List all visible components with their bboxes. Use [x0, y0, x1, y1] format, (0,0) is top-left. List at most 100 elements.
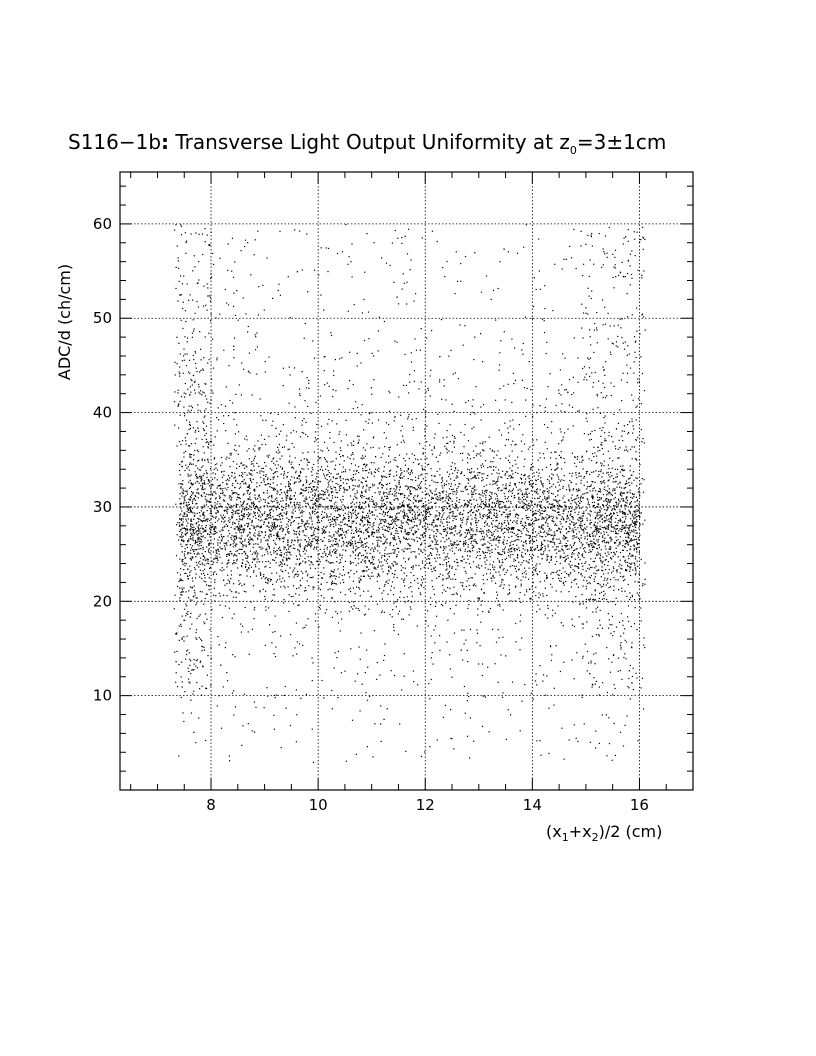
data-point — [372, 446, 374, 448]
data-point — [342, 519, 344, 521]
data-point — [455, 592, 457, 594]
data-point — [375, 509, 377, 511]
data-point — [200, 485, 202, 487]
data-point — [634, 511, 636, 513]
data-point — [556, 516, 558, 518]
data-point — [388, 423, 390, 426]
data-point — [412, 526, 414, 528]
data-point — [588, 504, 590, 506]
data-point — [598, 539, 600, 541]
data-point — [425, 504, 428, 506]
data-point — [630, 474, 632, 476]
data-point — [470, 577, 472, 579]
data-point — [485, 556, 487, 559]
data-point — [289, 488, 291, 490]
data-point — [235, 532, 237, 534]
data-point — [274, 464, 276, 466]
data-point — [201, 466, 203, 468]
data-point — [343, 581, 345, 584]
data-point — [398, 454, 401, 456]
data-point — [241, 566, 243, 568]
data-point — [561, 468, 563, 470]
data-point — [347, 456, 349, 458]
data-point — [231, 517, 233, 519]
data-point — [629, 568, 631, 570]
data-point — [231, 591, 233, 593]
data-point — [495, 493, 498, 495]
data-point — [350, 543, 352, 545]
data-point — [572, 535, 574, 537]
data-point — [547, 525, 549, 527]
data-point — [636, 543, 639, 546]
data-point — [287, 539, 289, 541]
data-point — [256, 525, 258, 527]
data-point — [200, 494, 202, 496]
data-point — [358, 580, 360, 582]
data-point — [388, 565, 390, 567]
data-point — [326, 479, 328, 481]
data-point — [306, 580, 308, 582]
data-point — [307, 544, 309, 546]
data-point — [578, 538, 580, 540]
data-point — [465, 572, 467, 574]
data-point — [202, 506, 204, 508]
data-point — [242, 531, 244, 533]
data-point — [245, 546, 247, 548]
data-point — [237, 550, 239, 552]
data-point — [238, 527, 240, 529]
data-point — [539, 405, 541, 407]
data-point — [629, 552, 631, 554]
data-point — [597, 499, 599, 501]
data-point — [383, 470, 385, 472]
data-point — [183, 496, 185, 498]
data-point — [486, 489, 488, 492]
data-point — [437, 530, 439, 532]
data-point — [330, 513, 332, 515]
data-point — [278, 507, 280, 509]
data-point — [338, 489, 341, 491]
data-point — [511, 476, 513, 478]
data-point — [578, 524, 581, 526]
data-point — [281, 467, 283, 469]
data-point — [355, 564, 357, 566]
data-point — [486, 523, 488, 525]
data-point — [490, 512, 492, 514]
data-point — [416, 496, 419, 498]
data-point — [324, 544, 326, 546]
data-point — [393, 537, 395, 539]
data-point — [185, 534, 187, 536]
data-point — [403, 457, 405, 459]
data-point — [192, 463, 194, 465]
data-point — [500, 490, 502, 492]
data-point — [635, 458, 637, 460]
data-point — [547, 498, 549, 500]
data-point — [354, 485, 356, 487]
data-point — [428, 502, 430, 504]
data-point — [269, 562, 271, 564]
data-point — [370, 462, 372, 464]
data-point — [628, 527, 630, 529]
data-point — [412, 551, 414, 553]
data-point — [527, 531, 529, 533]
data-point — [248, 508, 250, 510]
data-point — [350, 542, 352, 544]
data-point — [242, 503, 244, 505]
data-point — [182, 515, 184, 517]
data-point — [353, 532, 355, 534]
data-point — [626, 524, 628, 526]
data-point — [331, 481, 334, 483]
data-point — [377, 537, 379, 539]
data-point — [410, 507, 412, 510]
data-point — [356, 547, 358, 549]
data-point — [612, 566, 614, 568]
data-point — [198, 459, 200, 461]
data-point — [360, 519, 362, 521]
data-point — [442, 514, 444, 516]
data-point — [396, 513, 398, 515]
data-point — [252, 501, 254, 503]
data-point — [251, 561, 253, 563]
data-point — [481, 530, 483, 532]
data-point — [185, 515, 187, 517]
data-point — [219, 546, 221, 548]
data-point — [315, 536, 317, 538]
